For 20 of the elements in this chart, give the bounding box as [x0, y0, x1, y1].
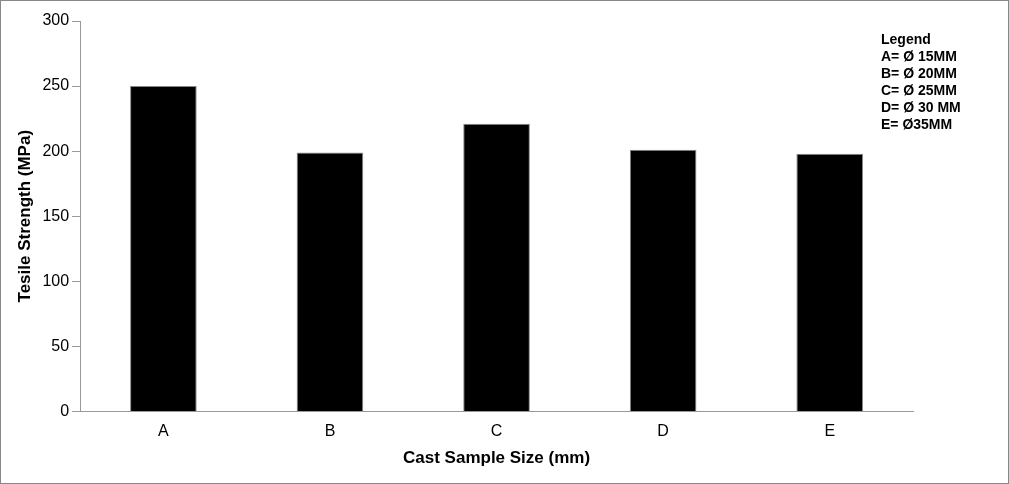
- y-tick-label: 50: [51, 336, 70, 354]
- annotation: C= Ø 25MM: [881, 82, 958, 99]
- annotation: A= Ø 15MM: [881, 48, 958, 65]
- annotation: B= Ø 20MM: [881, 65, 958, 82]
- annotation: D= Ø 30 MM: [881, 99, 961, 116]
- y-tick-label: 150: [42, 206, 70, 224]
- y-axis-title: Tesile Strength (MPa): [14, 129, 34, 303]
- y-tick-label: 0: [60, 401, 70, 419]
- x-tick-label: B: [324, 422, 336, 440]
- y-tick-label: 300: [42, 11, 70, 29]
- x-tick-label: C: [490, 422, 503, 440]
- x-tick-label: D: [657, 422, 669, 440]
- x-tick-label: A: [158, 422, 170, 440]
- x-tick-label: E: [824, 422, 836, 440]
- y-tick-label: 200: [42, 141, 70, 159]
- annotation: E= Ø35MM: [881, 116, 954, 133]
- y-tick-label: 250: [42, 76, 70, 94]
- annotation: Legend: [881, 31, 932, 48]
- x-axis-title: Cast Sample Size (mm): [403, 448, 591, 468]
- y-tick-label: 100: [42, 271, 70, 289]
